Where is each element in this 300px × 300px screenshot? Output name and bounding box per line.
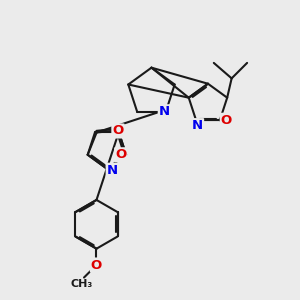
Text: O: O	[115, 148, 126, 161]
Text: N: N	[159, 105, 170, 118]
Text: N: N	[192, 119, 203, 132]
Text: N: N	[107, 164, 118, 177]
Text: O: O	[112, 124, 124, 137]
Text: O: O	[221, 114, 232, 127]
Text: O: O	[91, 259, 102, 272]
Text: CH₃: CH₃	[70, 279, 93, 289]
